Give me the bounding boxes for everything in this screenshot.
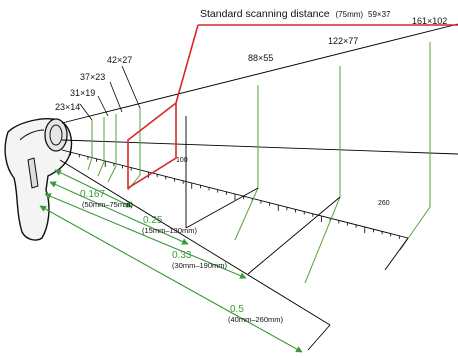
- resolution-range: (15mm–130mm): [142, 226, 198, 235]
- beam-lines: [59, 23, 458, 326]
- window-size-label: 88×55: [248, 53, 273, 63]
- scan-windows: [87, 42, 431, 284]
- barcode-scanner-icon: [4, 118, 73, 241]
- window-leaders: [79, 65, 141, 121]
- resolution-value: 0.167: [80, 189, 105, 200]
- ruler-label: 100: [176, 157, 188, 164]
- window-size-label: 37×23: [80, 72, 105, 82]
- resolution-value: 0.5: [230, 304, 244, 315]
- window-size-label: 31×19: [70, 88, 95, 98]
- resolution-range: (50mm–75mm): [82, 200, 133, 209]
- window-size-label: 122×77: [328, 36, 358, 46]
- resolution-range: (40mm–260mm): [228, 315, 284, 324]
- resolution-value: 0.25: [143, 215, 163, 226]
- resolution-value: 0.33: [172, 250, 192, 261]
- window-size-label: 23×14: [55, 102, 80, 112]
- resolution-range: (30mm–190mm): [172, 261, 228, 270]
- standard-distance-label: Standard scanning distance (75mm) 59×37: [200, 8, 391, 20]
- window-size-label: 161×102: [412, 16, 447, 26]
- ruler-label: 260: [378, 200, 390, 207]
- resolution-arrows: [39, 169, 303, 353]
- window-size-label: 42×27: [107, 55, 132, 65]
